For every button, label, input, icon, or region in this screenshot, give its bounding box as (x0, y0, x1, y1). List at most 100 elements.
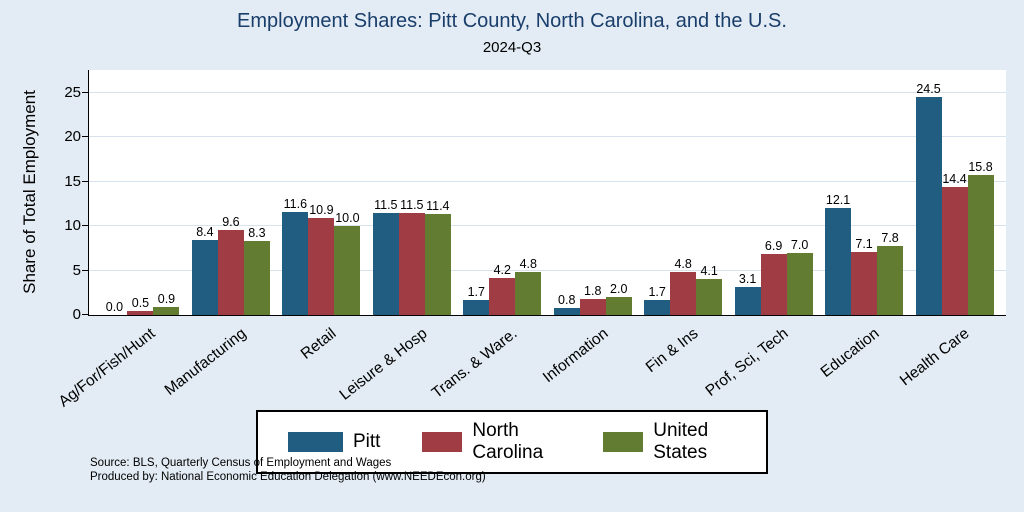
bar-north-carolina: 6.9 (760, 239, 787, 315)
bar-group: 11.5 11.5 11.4 Leisure & Hosp (336, 70, 451, 404)
bar-value-label: 8.4 (196, 225, 214, 240)
y-tick-label: 20 (64, 128, 81, 146)
bar-value-label: 4.2 (493, 262, 511, 277)
bar-pitt: 3.1 (734, 272, 761, 315)
x-axis-label: Information (539, 325, 611, 387)
bar-value-label: 7.0 (790, 237, 809, 252)
bar-value-label: 11.5 (374, 197, 398, 212)
bar-united-states: 0.9 (153, 292, 180, 315)
bar-value-label: 1.7 (648, 284, 666, 299)
bar-value-label: 1.8 (584, 284, 602, 299)
bar-groups: 0.0 0.5 0.9 Ag/For/Fish/Hunt 8.4 9.6 8.3 Manufa… (56, 70, 1006, 411)
bar-value-label: 0.0 (105, 300, 124, 314)
bar-group: 11.6 10.9 10.0 Retail (282, 70, 361, 363)
bar-value-label: 10.0 (335, 211, 360, 226)
x-axis-label: Leisure & Hosp (336, 325, 431, 404)
chart-title: Employment Shares: Pitt County, North Ca… (237, 10, 787, 32)
bar-united-states: 7.0 (786, 238, 813, 315)
legend-swatch (603, 432, 644, 452)
bar-united-states: 7.8 (877, 231, 904, 315)
legend-entry-pitt: Pitt (288, 431, 380, 453)
legend: Pitt North Carolina United States (256, 410, 768, 474)
bar-group: 1.7 4.8 4.1 Fin & Ins (643, 70, 723, 376)
x-axis-label: Prof, Sci, Tech (702, 325, 792, 400)
bar-north-carolina: 7.1 (851, 237, 878, 315)
plot-area: 0 5 10 15 20 25 0.0 0.5 0.9 Ag/For/Fish/Hunt 8.4 9.… (56, 70, 1006, 411)
legend-swatch (422, 432, 463, 452)
bar-united-states: 8.3 (243, 226, 270, 315)
bar-value-label: 6.9 (764, 238, 783, 253)
bar-group: 1.7 4.2 4.8 Trans. & Ware. (429, 70, 542, 402)
y-tick-label: 10 (64, 217, 81, 235)
bar-value-label: 0.8 (558, 292, 576, 307)
x-axis-label: Retail (297, 325, 340, 363)
y-gridline (89, 269, 1006, 271)
bar-north-carolina: 10.9 (308, 203, 335, 315)
y-tick-mark (82, 180, 89, 182)
y-tick-label: 25 (64, 84, 81, 101)
bar-pitt: 24.5 (915, 82, 942, 315)
legend-label: United States (653, 420, 709, 463)
legend-entry-united-states: United States (603, 420, 736, 464)
bar-value-label: 4.8 (674, 257, 692, 272)
bar-value-label: 4.8 (519, 257, 537, 272)
bar-north-carolina: 11.5 (398, 198, 425, 315)
bar-north-carolina: 4.2 (489, 263, 516, 315)
bar-value-label: 10.9 (309, 203, 334, 218)
legend-label: Pitt (353, 431, 381, 452)
bar-value-label: 0.5 (131, 295, 150, 310)
bar-pitt: 0.8 (553, 293, 580, 315)
bar-group: 0.0 0.5 0.9 Ag/For/Fish/Hunt (56, 70, 180, 411)
bar-pitt: 1.7 (463, 285, 490, 315)
bar-value-label: 8.3 (248, 226, 266, 241)
bar-north-carolina: 0.5 (127, 296, 154, 315)
bar-value-label: 11.6 (283, 197, 308, 211)
x-axis-label: Manufacturing (161, 325, 250, 399)
bar-value-label: 11.5 (400, 197, 424, 212)
source-line-2: Produced by: National Economic Education… (90, 471, 486, 483)
bar-value-label: 9.6 (222, 214, 240, 229)
legend-label: North Carolina (472, 420, 544, 463)
y-axis-title: Share of Total Employment (20, 90, 39, 294)
bar-united-states: 4.1 (696, 264, 723, 315)
bar-group: 0.8 1.8 2.0 Information (539, 70, 632, 386)
y-tick-mark (82, 314, 89, 315)
y-tick-mark (82, 269, 89, 271)
y-tick-label: 0 (72, 306, 81, 323)
bar-value-label: 2.0 (610, 282, 628, 297)
bar-united-states: 10.0 (334, 211, 361, 315)
bar-value-label: 15.8 (968, 159, 993, 174)
y-tick-mark (82, 92, 89, 93)
bar-value-label: 7.8 (881, 230, 899, 245)
bar-north-carolina: 14.4 (941, 172, 968, 315)
bar-pitt: 11.5 (372, 198, 399, 315)
bar-value-label: 3.1 (738, 272, 757, 287)
source-note: Source: BLS, Quarterly Census of Employm… (90, 456, 486, 484)
y-tick-mark (82, 136, 89, 138)
bar-pitt: 8.4 (191, 225, 218, 315)
bar-united-states: 4.8 (515, 257, 542, 315)
y-gridline (89, 136, 1006, 138)
bar-north-carolina: 9.6 (217, 215, 244, 315)
bar-pitt: 11.6 (282, 197, 309, 315)
source-line-1: Source: BLS, Quarterly Census of Employm… (90, 457, 392, 469)
bar-value-label: 14.4 (942, 172, 967, 187)
y-tick-label: 5 (72, 261, 81, 279)
bar-north-carolina: 4.8 (670, 257, 697, 315)
bar-value-label: 7.1 (855, 236, 873, 251)
bar-value-label: 11.4 (426, 198, 450, 213)
y-gridline (89, 92, 1006, 93)
x-axis-label: Trans. & Ware. (428, 325, 521, 402)
bar-group: 3.1 6.9 7.0 Prof, Sci, Tech (703, 70, 813, 400)
x-axis-label: Education (817, 325, 883, 381)
bar-united-states: 2.0 (605, 282, 632, 315)
y-gridline (89, 180, 1006, 182)
chart-subtitle: 2024-Q3 (482, 39, 542, 56)
bar-pitt: 12.1 (825, 193, 852, 315)
bar-united-states: 11.4 (424, 199, 451, 315)
bar-group: 8.4 9.6 8.3 Manufacturing (161, 70, 270, 399)
bar-value-label: 0.9 (157, 292, 176, 307)
x-axis-label: Health Care (897, 325, 973, 390)
bar-group: 12.1 7.1 7.8 Education (818, 70, 904, 381)
